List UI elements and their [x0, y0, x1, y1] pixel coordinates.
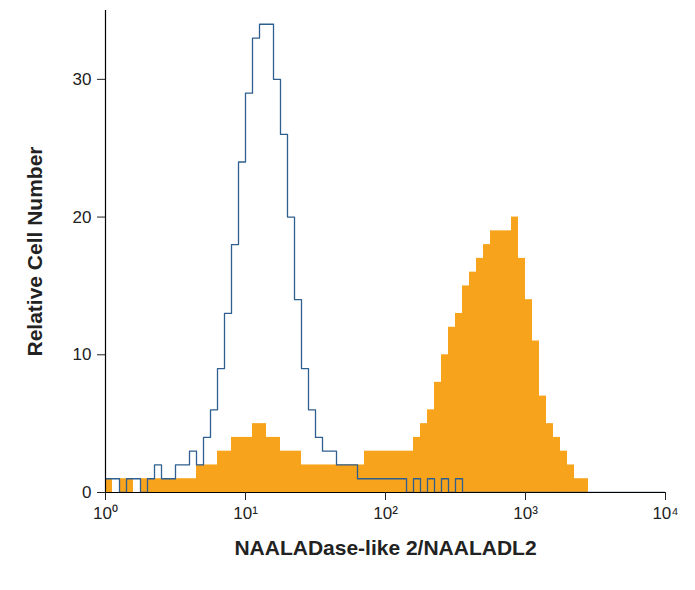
svg-text:0: 0 [82, 483, 91, 502]
svg-text:10²: 10² [373, 504, 398, 523]
svg-text:10: 10 [73, 345, 92, 364]
svg-text:10⁰: 10⁰ [93, 504, 118, 523]
svg-text:NAALADase-like 2/NAALADL2: NAALADase-like 2/NAALADL2 [234, 536, 536, 559]
svg-text:30: 30 [73, 70, 92, 89]
svg-text:10¹: 10¹ [233, 504, 258, 523]
svg-text:10³: 10³ [513, 504, 538, 523]
svg-text:10⁴: 10⁴ [652, 504, 678, 523]
svg-text:Relative Cell Number: Relative Cell Number [23, 146, 46, 356]
svg-text:20: 20 [73, 208, 92, 227]
